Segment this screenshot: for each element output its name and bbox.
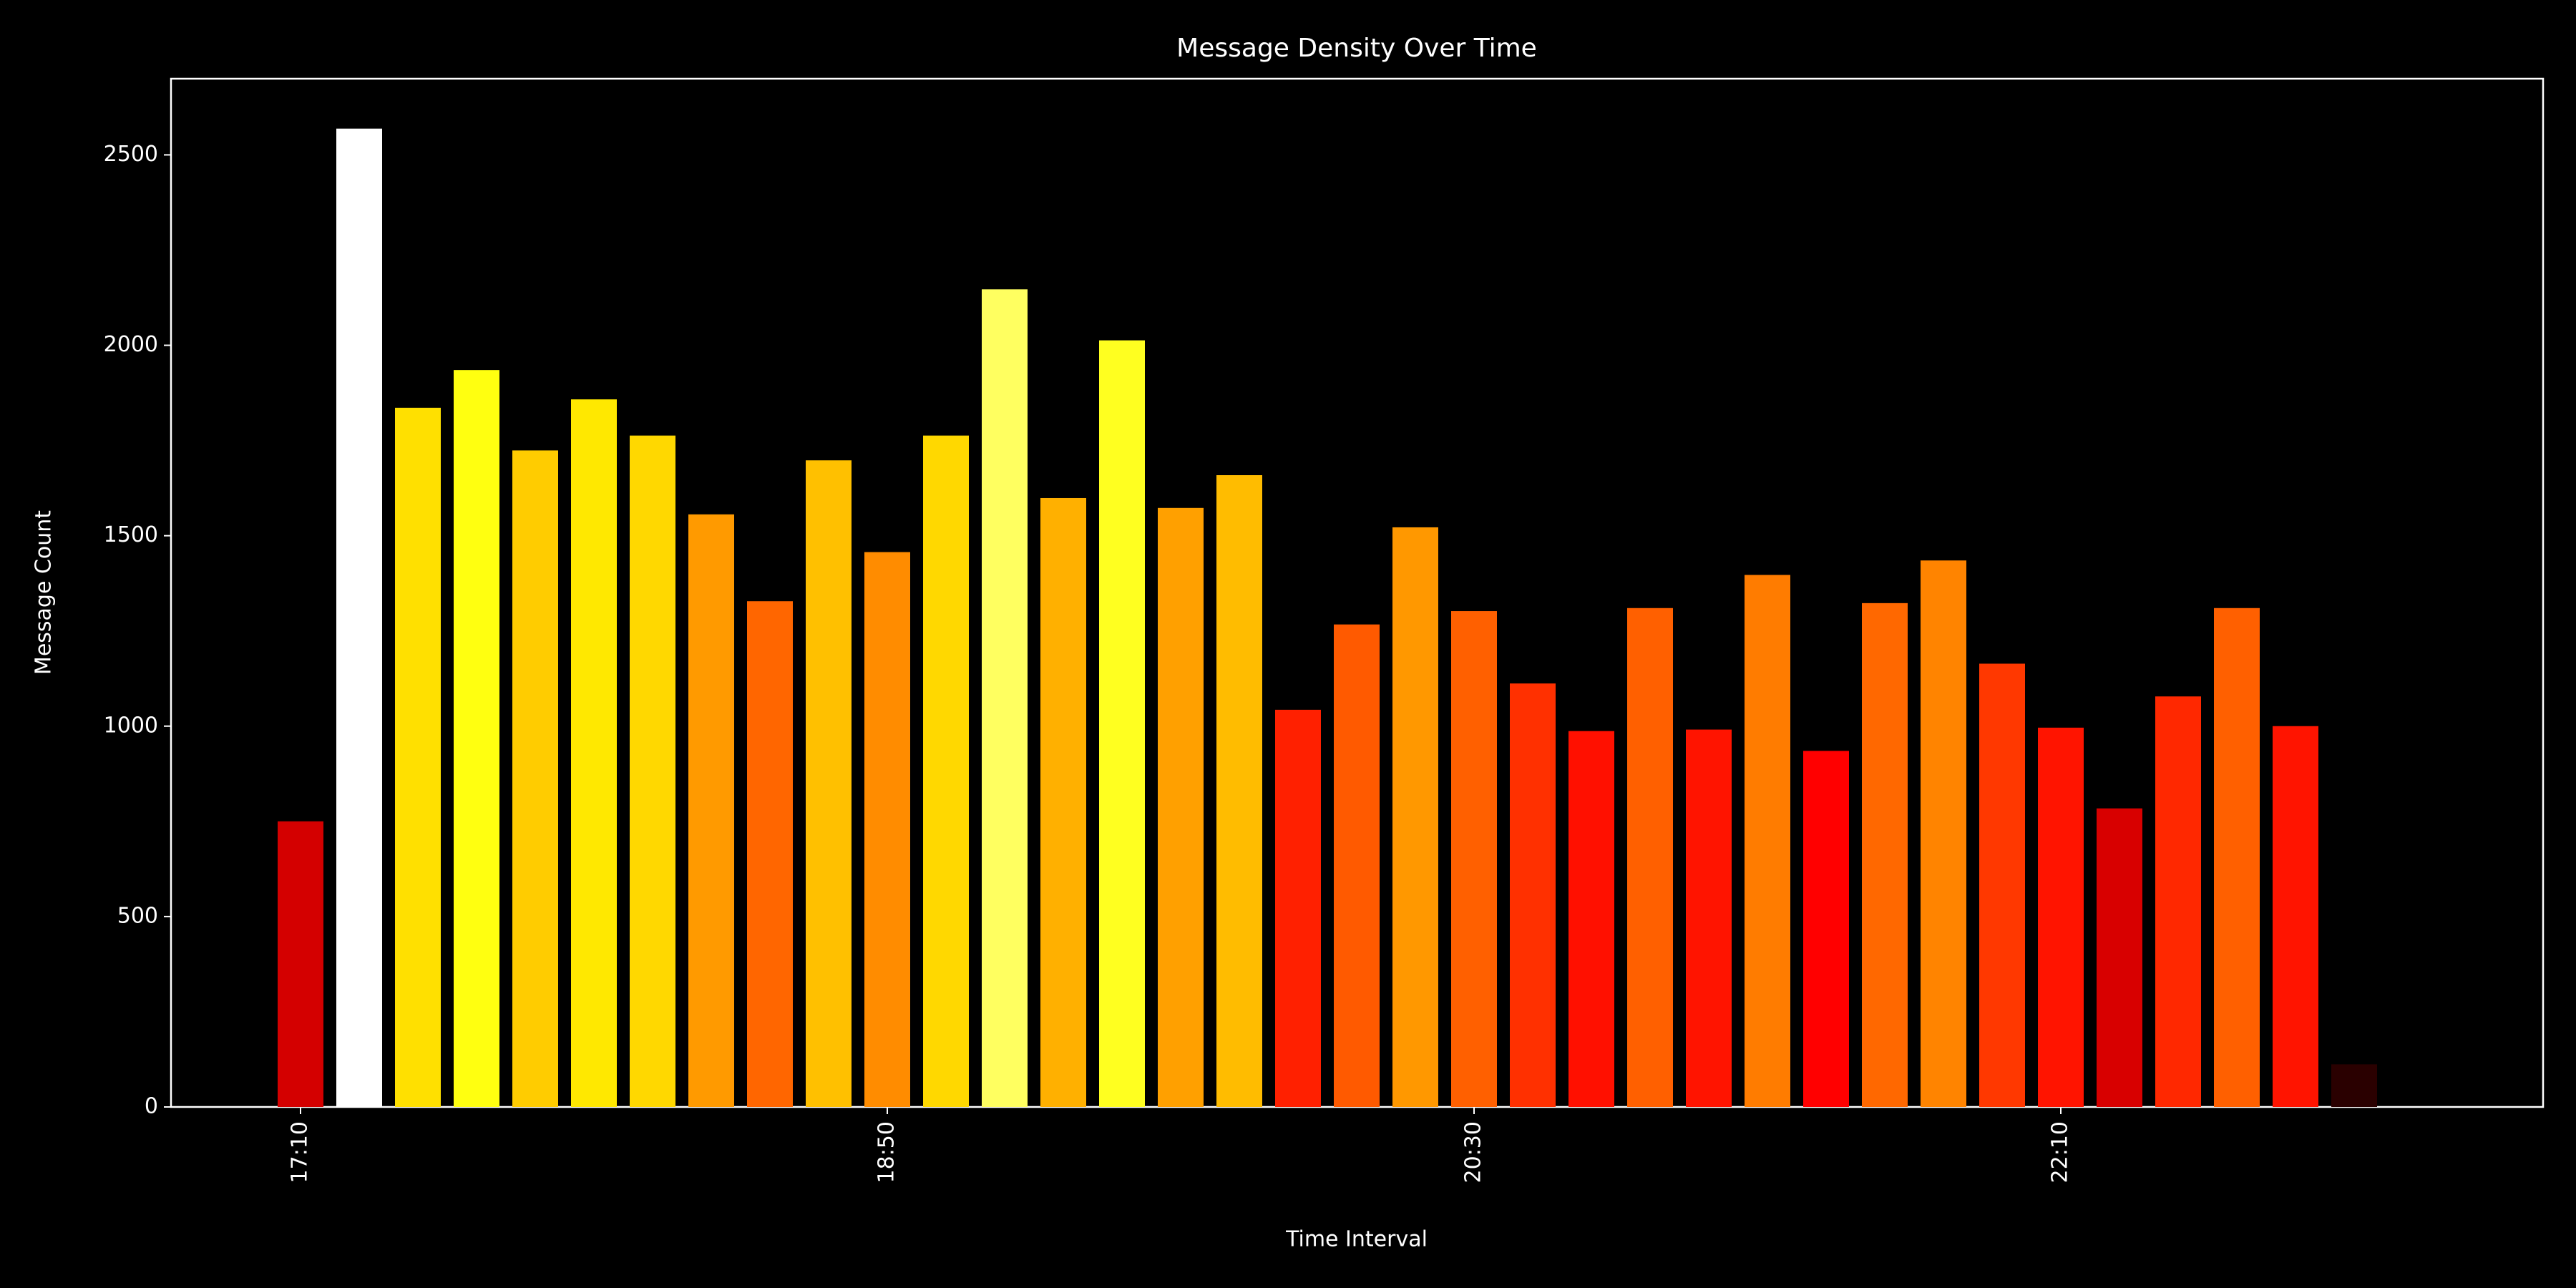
bar	[1862, 602, 1908, 1107]
bar	[1921, 560, 1966, 1107]
x-axis-label: Time Interval	[1285, 1227, 1428, 1252]
bar	[2214, 608, 2260, 1107]
x-tick-label: 22:10	[2048, 1121, 2073, 1183]
bar	[395, 407, 441, 1107]
bar	[278, 821, 323, 1107]
bar	[1979, 663, 2025, 1107]
bar	[630, 435, 675, 1107]
bar	[688, 514, 734, 1107]
x-tick-label: 17:10	[288, 1121, 313, 1183]
chart-title: Message Density Over Time	[1176, 34, 1537, 63]
y-tick-label: 500	[117, 903, 158, 928]
bar	[2155, 696, 2201, 1107]
bar	[1451, 611, 1497, 1107]
bar	[747, 601, 793, 1107]
bar	[1627, 608, 1673, 1107]
bar	[1040, 497, 1086, 1107]
bar	[512, 450, 558, 1107]
bar	[2331, 1064, 2377, 1107]
bar	[1510, 683, 1556, 1107]
bar	[336, 128, 382, 1108]
y-tick-label: 0	[145, 1094, 158, 1119]
bar	[571, 399, 617, 1107]
bar	[1686, 729, 1732, 1107]
bar	[454, 370, 499, 1107]
bar	[2097, 808, 2142, 1107]
y-tick-label: 2000	[104, 332, 158, 357]
bar	[1099, 340, 1145, 1107]
x-tick-label: 18:50	[874, 1121, 899, 1183]
bar	[923, 435, 969, 1107]
bar	[864, 552, 910, 1107]
bar	[2273, 726, 2318, 1107]
bar	[982, 289, 1028, 1108]
y-tick-label: 1500	[104, 522, 158, 547]
bar	[1803, 751, 1849, 1107]
bar	[2038, 727, 2084, 1107]
bar	[1568, 731, 1614, 1107]
bar	[806, 460, 852, 1107]
bar	[1334, 624, 1380, 1107]
y-tick-label: 1000	[104, 713, 158, 738]
bar	[1158, 507, 1204, 1107]
y-tick-label: 2500	[104, 142, 158, 167]
bar	[1745, 575, 1790, 1107]
bar	[1216, 475, 1262, 1107]
y-axis-label: Message Count	[31, 510, 57, 675]
bar	[1275, 709, 1321, 1107]
x-tick-label: 20:30	[1461, 1121, 1486, 1183]
bar	[1392, 527, 1438, 1107]
